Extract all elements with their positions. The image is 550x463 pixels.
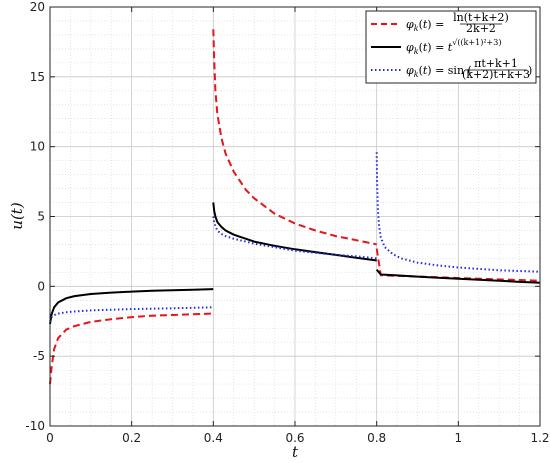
legend-label-series-3-num: πt+k+1 (474, 57, 518, 70)
legend-label-series-3-den: (k+2)t+k+3 (462, 68, 530, 81)
series-3 (49, 152, 541, 322)
legend-label-series-2: φk(t) = t√((k+1)²+3) (406, 38, 501, 56)
series-2-line-segment-1 (49, 288, 214, 325)
legend: φk(t) = ln(t+k+2) 2k+2 φk(t) = t√((k+1)²… (365, 10, 537, 84)
y-axis-label-text: u(t) (8, 202, 26, 230)
y-axis-label: u(t) (8, 202, 26, 230)
series-3-line-segment-1 (49, 306, 214, 322)
y-tick-label: 20 (30, 0, 45, 14)
x-tick-label: 0.8 (367, 431, 386, 445)
series-1-line-segment-1 (49, 312, 214, 385)
y-tick-label: 5 (37, 210, 45, 224)
series-2-line-segment-3 (375, 268, 541, 284)
series-1-line-segment-2 (212, 29, 377, 246)
legend-label-series-1: φk(t) = (406, 18, 444, 33)
series-2-line-segment-2 (212, 202, 377, 262)
legend-label-series-3: φk(t) = sin ( (406, 64, 472, 79)
x-tick-label: 1 (455, 431, 463, 445)
tick-marks (49, 6, 541, 427)
y-tick-label: -5 (33, 349, 45, 363)
y-tick-label: 10 (30, 140, 45, 154)
legend-label-series-1-num: ln(t+k+2) (453, 11, 509, 24)
series-2 (49, 202, 541, 325)
y-tick-label: -10 (25, 419, 45, 433)
y-tick-label: 15 (30, 70, 45, 84)
x-tick-label: 0.4 (204, 431, 223, 445)
series-layer (49, 29, 541, 385)
legend-label-series-1-den: 2k+2 (466, 22, 496, 35)
x-tick-labels: 0 0.2 0.4 0.6 0.8 1 1.2 (46, 431, 549, 445)
legend-label-series-3-close: ) (528, 64, 532, 77)
x-tick-label: 1.2 (530, 431, 549, 445)
x-tick-label: 0.2 (122, 431, 141, 445)
x-tick-label: 0 (46, 431, 54, 445)
x-axis-label: t (292, 443, 299, 461)
y-tick-label: 0 (37, 279, 45, 293)
x-tick-label: 0.6 (285, 431, 304, 445)
y-tick-labels: -10 -5 0 5 10 15 20 (25, 0, 45, 433)
